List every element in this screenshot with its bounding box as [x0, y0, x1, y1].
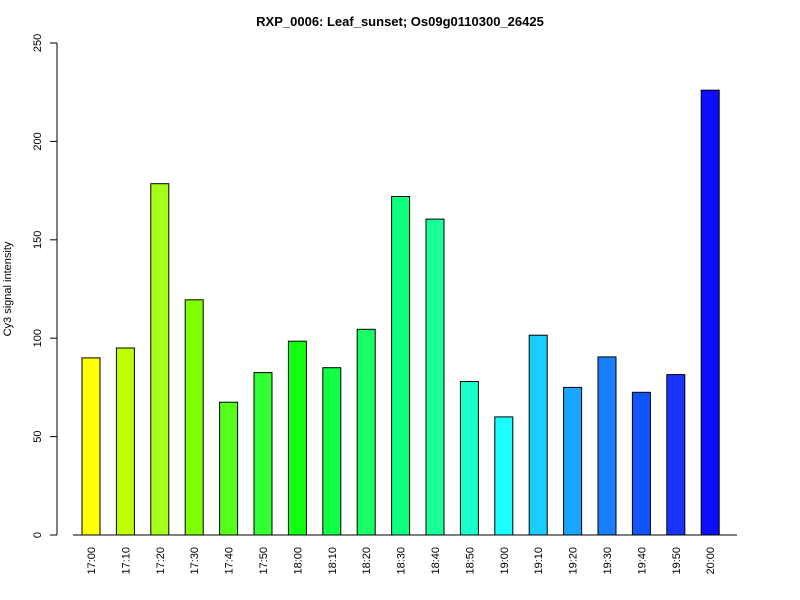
bar — [700, 89, 720, 536]
x-tick-label: 18:10 — [327, 547, 339, 575]
bar — [528, 334, 548, 536]
x-tick-label: 17:00 — [86, 547, 98, 575]
x-tick-label: 18:00 — [292, 547, 304, 575]
bar — [81, 357, 101, 536]
bar — [150, 183, 170, 536]
x-tick-label: 18:30 — [396, 547, 408, 575]
x-tick-label: 17:50 — [258, 547, 270, 575]
x-tick-label: 18:20 — [361, 547, 373, 575]
bars-group — [81, 89, 720, 536]
bar — [219, 401, 239, 536]
chart-title: RXP_0006: Leaf_sunset; Os09g0110300_2642… — [256, 14, 544, 29]
x-tick-label: 19:00 — [499, 547, 511, 575]
bar — [287, 340, 307, 536]
x-tick-label: 19:30 — [602, 547, 614, 575]
bar — [253, 372, 273, 536]
bar — [425, 218, 445, 536]
y-tick-label: 100 — [32, 329, 44, 347]
bar — [356, 328, 376, 536]
bar — [597, 356, 617, 536]
y-tick-label: 50 — [32, 430, 44, 442]
x-tick-label: 17:20 — [155, 547, 167, 575]
x-tick-label: 19:50 — [671, 547, 683, 575]
x-tick-label: 19:10 — [533, 547, 545, 575]
bar — [184, 299, 204, 536]
y-tick-label: 150 — [32, 231, 44, 249]
bar — [459, 381, 479, 536]
y-axis-label: Cy3 signal intensity — [2, 241, 14, 336]
bar — [494, 416, 514, 536]
x-tick-label: 17:30 — [189, 547, 201, 575]
x-tick-label: 17:40 — [224, 547, 236, 575]
bar — [322, 367, 342, 536]
bar — [391, 196, 411, 536]
x-tick-label: 20:00 — [705, 547, 717, 575]
bar — [631, 391, 651, 536]
y-tick-label: 200 — [32, 132, 44, 150]
y-tick-label: 250 — [32, 34, 44, 52]
y-tick-label: 0 — [32, 532, 44, 538]
bar — [115, 347, 135, 536]
x-tick-label: 17:10 — [120, 547, 132, 575]
x-tick-label: 18:40 — [430, 547, 442, 575]
bar — [666, 374, 686, 536]
bar — [563, 386, 583, 536]
x-tick-label: 19:40 — [636, 547, 648, 575]
y-axis: 0 50 100 150 200 250 — [32, 34, 58, 538]
x-tick-label: 19:20 — [568, 547, 580, 575]
x-tick-labels: 17:00 17:10 17:20 17:30 17:40 17:50 18:00 18:10… — [86, 547, 717, 575]
x-tick-label: 18:50 — [464, 547, 476, 575]
